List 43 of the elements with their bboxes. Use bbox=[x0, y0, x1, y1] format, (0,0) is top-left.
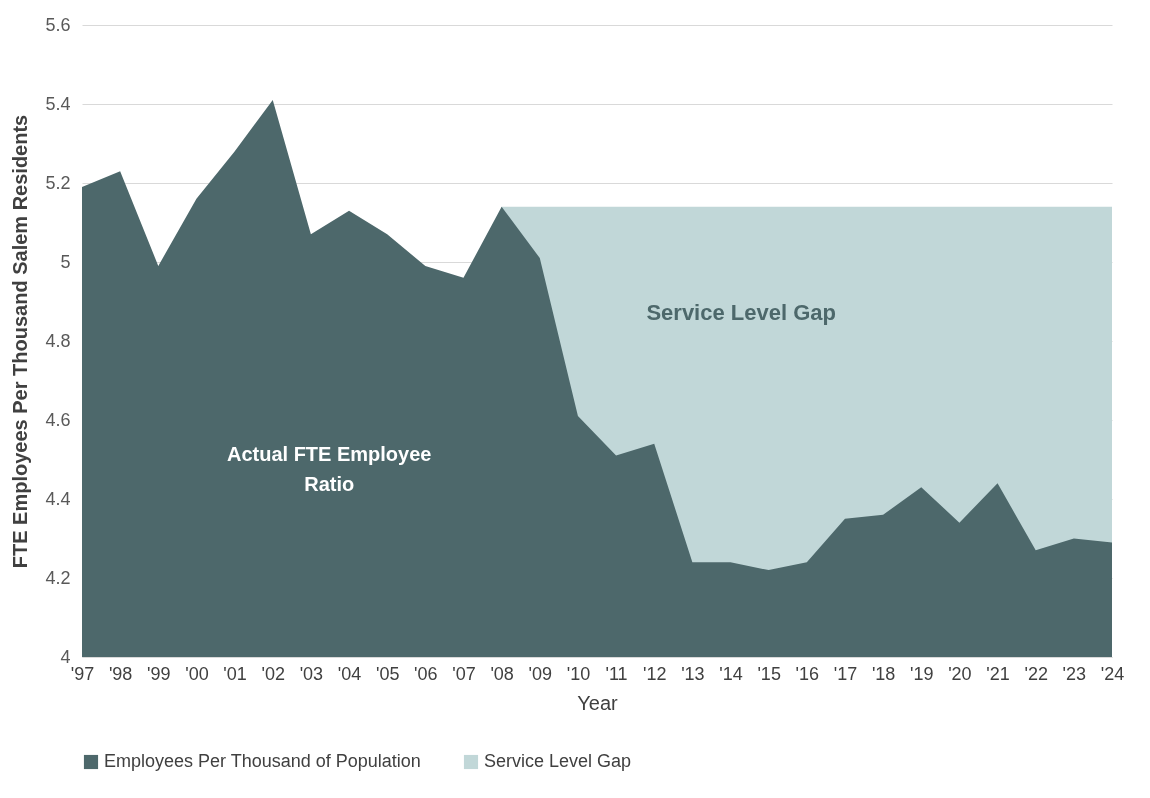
x-tick-label: '12 bbox=[642, 663, 667, 684]
x-tick-label: '18 bbox=[871, 663, 896, 684]
x-tick-label: '17 bbox=[833, 663, 858, 684]
legend-label: Employees Per Thousand of Population bbox=[104, 751, 421, 771]
x-tick-label: '09 bbox=[528, 663, 553, 684]
x-tick-label: '97 bbox=[70, 663, 95, 684]
x-tick-label: '04 bbox=[337, 663, 362, 684]
annotation: Service Level Gap bbox=[646, 299, 836, 325]
x-tick-label: '23 bbox=[1062, 663, 1087, 684]
legend-label: Service Level Gap bbox=[484, 751, 632, 771]
x-tick-label: '02 bbox=[261, 663, 285, 684]
x-tick-label: '16 bbox=[795, 663, 820, 684]
x-tick-label: '99 bbox=[147, 663, 171, 684]
x-tick-label: '14 bbox=[719, 663, 743, 684]
x-tick-label: '21 bbox=[986, 663, 1010, 684]
y-tick-label: 5.2 bbox=[45, 172, 71, 193]
x-tick-label: '10 bbox=[566, 663, 591, 684]
x-tick-label: '07 bbox=[452, 663, 476, 684]
y-tick-label: 4.8 bbox=[45, 330, 71, 351]
x-tick-label: '98 bbox=[108, 663, 133, 684]
x-tick-label: '00 bbox=[185, 663, 209, 684]
y-axis-title: FTE Employees Per Thousand Salem Residents bbox=[9, 114, 32, 569]
y-tick-label: 5.4 bbox=[45, 93, 71, 114]
x-tick-label: '22 bbox=[1024, 663, 1048, 684]
x-tick-label: '20 bbox=[948, 663, 972, 684]
y-tick-label: 5 bbox=[60, 251, 71, 272]
annotation: Actual FTE Employee Ratio bbox=[226, 442, 432, 495]
y-tick-label: 5.6 bbox=[45, 14, 71, 35]
y-tick-label: 4 bbox=[60, 646, 71, 667]
y-tick-label: 4.2 bbox=[45, 567, 71, 588]
x-tick-label: '06 bbox=[414, 663, 438, 684]
x-tick-label: '05 bbox=[375, 663, 400, 684]
x-tick-label: '01 bbox=[223, 663, 247, 684]
x-tick-label: '19 bbox=[910, 663, 934, 684]
x-tick-label: '03 bbox=[299, 663, 324, 684]
y-tick-label: 4.6 bbox=[45, 409, 71, 430]
x-axis-title: Year bbox=[577, 691, 619, 714]
x-tick-label: '08 bbox=[490, 663, 514, 684]
x-tick-label: '15 bbox=[757, 663, 781, 684]
x-tick-label: '11 bbox=[605, 663, 628, 684]
x-tick-label: '24 bbox=[1100, 663, 1125, 684]
y-tick-label: 4.4 bbox=[45, 488, 71, 509]
x-tick-label: '13 bbox=[681, 663, 705, 684]
